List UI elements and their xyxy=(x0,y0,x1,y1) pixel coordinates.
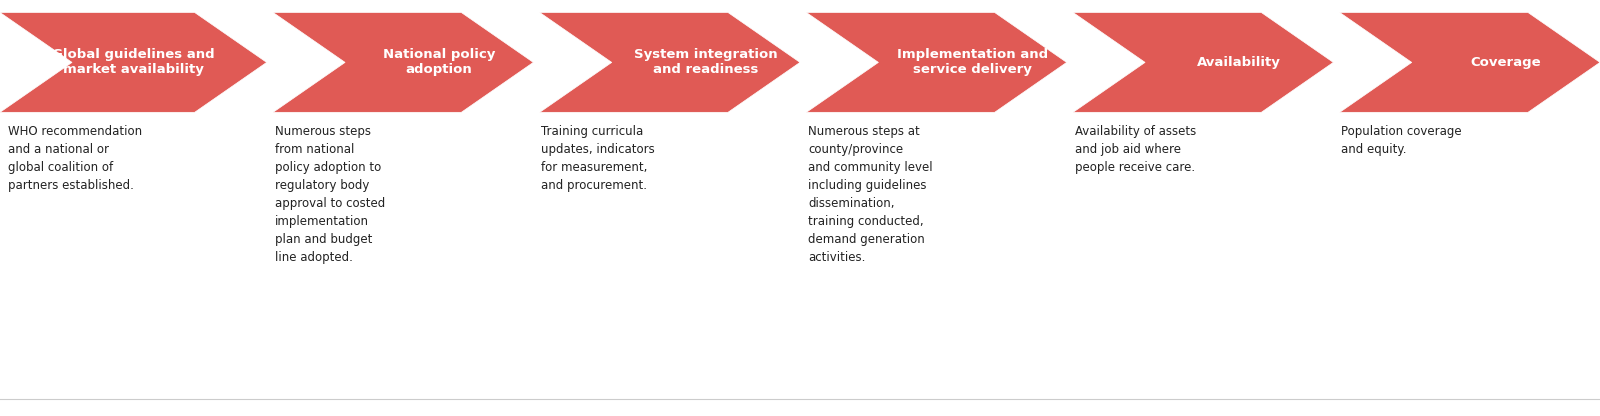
Text: WHO recommendation
and a national or
global coalition of
partners established.: WHO recommendation and a national or glo… xyxy=(8,125,142,192)
Polygon shape xyxy=(1339,12,1600,112)
Text: System integration
and readiness: System integration and readiness xyxy=(634,48,778,77)
Text: Global guidelines and
market availability: Global guidelines and market availabilit… xyxy=(53,48,214,77)
Text: Coverage: Coverage xyxy=(1470,56,1541,69)
Polygon shape xyxy=(539,12,800,112)
Polygon shape xyxy=(274,12,533,112)
Text: Implementation and
service delivery: Implementation and service delivery xyxy=(898,48,1048,77)
Text: Numerous steps at
county/province
and community level
including guidelines
disse: Numerous steps at county/province and co… xyxy=(808,125,933,264)
Polygon shape xyxy=(0,12,267,112)
Text: Population coverage
and equity.: Population coverage and equity. xyxy=(1341,125,1462,156)
Text: Training curricula
updates, indicators
for measurement,
and procurement.: Training curricula updates, indicators f… xyxy=(541,125,654,192)
Text: Availability: Availability xyxy=(1197,56,1282,69)
Polygon shape xyxy=(1074,12,1333,112)
Text: Availability of assets
and job aid where
people receive care.: Availability of assets and job aid where… xyxy=(1075,125,1195,174)
Polygon shape xyxy=(806,12,1067,112)
Text: Numerous steps
from national
policy adoption to
regulatory body
approval to cost: Numerous steps from national policy adop… xyxy=(275,125,386,264)
Text: National policy
adoption: National policy adoption xyxy=(382,48,496,77)
